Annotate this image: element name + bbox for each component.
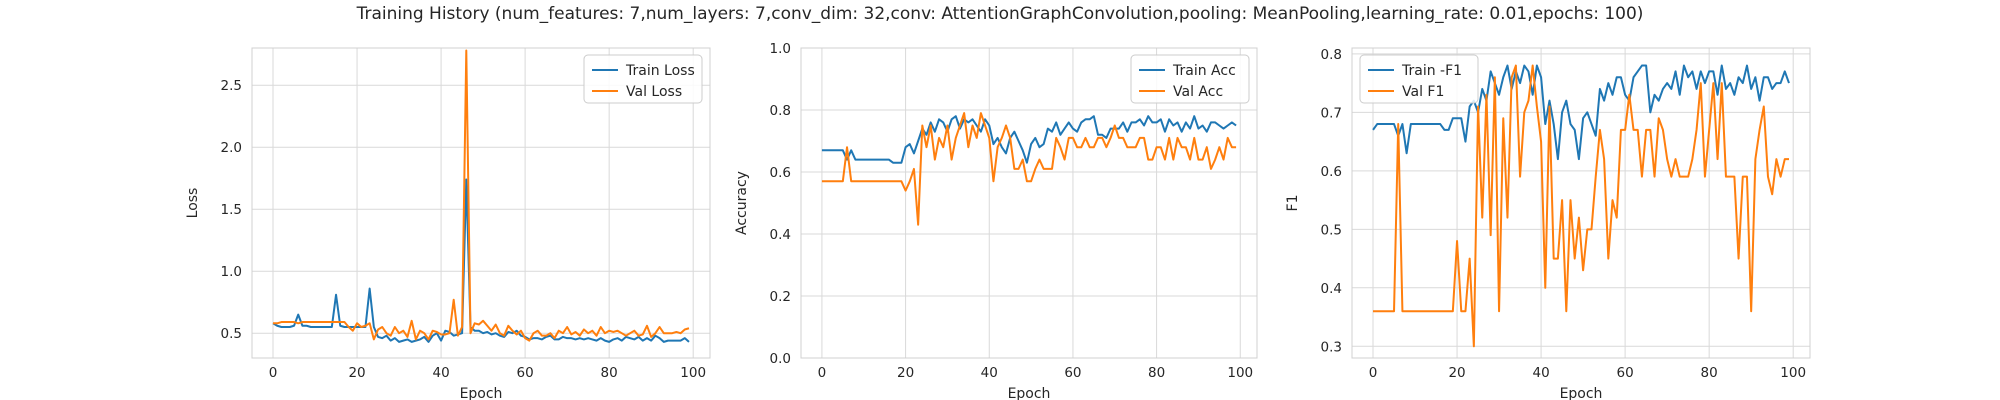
x-tick-label: 80 [1148, 365, 1165, 381]
legend: Train Acc Val Acc [1130, 54, 1250, 104]
y-axis-label: Accuracy [734, 171, 750, 235]
legend-label: Train -F1 [1401, 63, 1462, 79]
x-axis-label: Epoch [1560, 386, 1603, 400]
chart-panel-2: 0 20 40 60 80 100 0.0 0.2 0.4 0.6 0.8 1.0 Epoch Accur… [734, 41, 1258, 400]
x-tick-label: 20 [1448, 365, 1465, 381]
x-tick-label: 0 [269, 365, 278, 381]
legend: Train Loss Val Loss [583, 54, 703, 104]
x-axis-label: Epoch [460, 386, 503, 400]
y-tick-label: 2.5 [221, 78, 242, 94]
x-tick-label: 60 [1064, 365, 1081, 381]
x-tick-label: 20 [897, 365, 914, 381]
plot-frame [1351, 47, 1811, 359]
y-tick-label: 1.5 [221, 202, 242, 218]
chart-panel-1: 0 20 40 60 80 100 0.5 1.0 1.5 2.0 2.5 Epoch Loss Trai… [185, 47, 711, 400]
x-tick-label: 0 [818, 365, 827, 381]
y-tick-label: 0.0 [770, 351, 791, 367]
x-tick-label: 60 [517, 365, 534, 381]
y-axis-label: F1 [1285, 195, 1301, 212]
y-tick-label: 1.0 [221, 264, 242, 280]
y-tick-label: 1.0 [770, 41, 791, 57]
y-tick-label: 0.5 [1321, 222, 1342, 238]
x-axis-label: Epoch [1008, 386, 1051, 400]
legend-label: Train Loss [625, 63, 695, 79]
y-tick-label: 0.7 [1321, 105, 1342, 121]
series-line-2 [1373, 64, 1789, 348]
y-tick-label: 0.8 [1321, 47, 1342, 63]
legend: Train -F1 Val F1 [1359, 54, 1479, 104]
x-tick-label: 100 [1227, 365, 1253, 381]
x-tick-label: 60 [1617, 365, 1634, 381]
y-tick-label: 0.4 [1321, 281, 1342, 297]
y-axis-label: Loss [185, 188, 201, 219]
y-tick-label: 0.5 [221, 326, 242, 342]
y-tick-label: 0.4 [770, 227, 791, 243]
x-tick-label: 100 [680, 365, 706, 381]
plot-frame [800, 47, 1258, 359]
y-tick-label: 2.0 [221, 140, 242, 156]
figure-title: Training History (num_features: 7,num_la… [356, 4, 1644, 24]
y-tick-label: 0.3 [1321, 339, 1342, 355]
series-line-1 [821, 115, 1237, 164]
y-tick-label: 0.2 [770, 289, 791, 305]
chart-panel-3: 0 20 40 60 80 100 0.3 0.4 0.5 0.6 0.7 0.8 Epoch F1 Tra… [1285, 47, 1811, 400]
x-tick-label: 80 [601, 365, 618, 381]
y-tick-label: 0.6 [1321, 164, 1342, 180]
series-line-2 [821, 112, 1237, 226]
series-line-2 [273, 49, 690, 342]
x-tick-label: 100 [1780, 365, 1806, 381]
legend-label: Train Acc [1172, 63, 1236, 79]
x-tick-label: 40 [432, 365, 449, 381]
x-tick-label: 20 [348, 365, 365, 381]
legend-label: Val F1 [1402, 84, 1444, 100]
legend-label: Val Loss [626, 84, 682, 100]
plot-frame [251, 47, 711, 359]
y-tick-label: 0.6 [770, 165, 791, 181]
y-tick-label: 0.8 [770, 103, 791, 119]
x-tick-label: 0 [1369, 365, 1378, 381]
x-tick-label: 40 [981, 365, 998, 381]
legend-label: Val Acc [1173, 84, 1223, 100]
x-tick-label: 40 [1532, 365, 1549, 381]
x-tick-label: 80 [1701, 365, 1718, 381]
series-line-1 [1372, 64, 1790, 161]
series-line-1 [272, 178, 690, 343]
